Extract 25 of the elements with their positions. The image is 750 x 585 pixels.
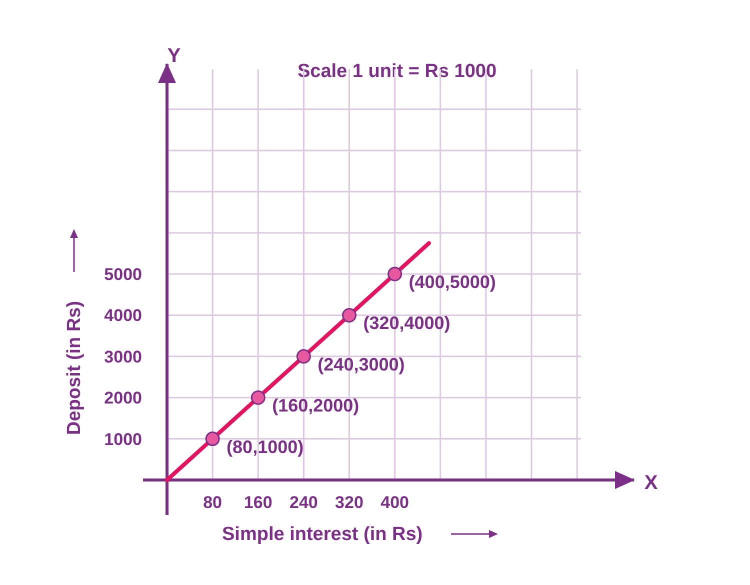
data-label: (400,5000): [408, 272, 496, 292]
point: [296, 349, 311, 364]
x-axis-title: Simple interest (in Rs): [222, 524, 423, 545]
y-tick-label: 4000: [104, 306, 142, 326]
data-label: (80,1000): [226, 436, 304, 457]
annotation: Y: [167, 45, 182, 67]
point: [388, 266, 402, 282]
y-tick-label: 5000: [104, 265, 142, 284]
data-label: (160,2000): [272, 396, 360, 416]
data-label: (240,3000): [318, 354, 405, 374]
x-tick-label: 80: [203, 493, 222, 512]
y-tick-label: 2000: [104, 388, 142, 408]
y-tick-label: 3000: [104, 347, 142, 366]
x-tick-label: 400: [380, 493, 409, 512]
point: [342, 308, 356, 322]
text: X: [644, 472, 658, 494]
x-tick-label: 320: [335, 493, 364, 512]
chart-title: Scale 1 unit = Rs 1000: [297, 61, 497, 82]
x-tick-label: 160: [244, 493, 272, 512]
data-label: (320,4000): [363, 313, 450, 334]
point: [205, 432, 220, 446]
y-axis-title: Deposit (in Rs): [64, 300, 85, 435]
x-tick-label: 240: [289, 493, 318, 512]
y-tick-label: 1000: [104, 430, 142, 449]
point: [250, 390, 266, 405]
